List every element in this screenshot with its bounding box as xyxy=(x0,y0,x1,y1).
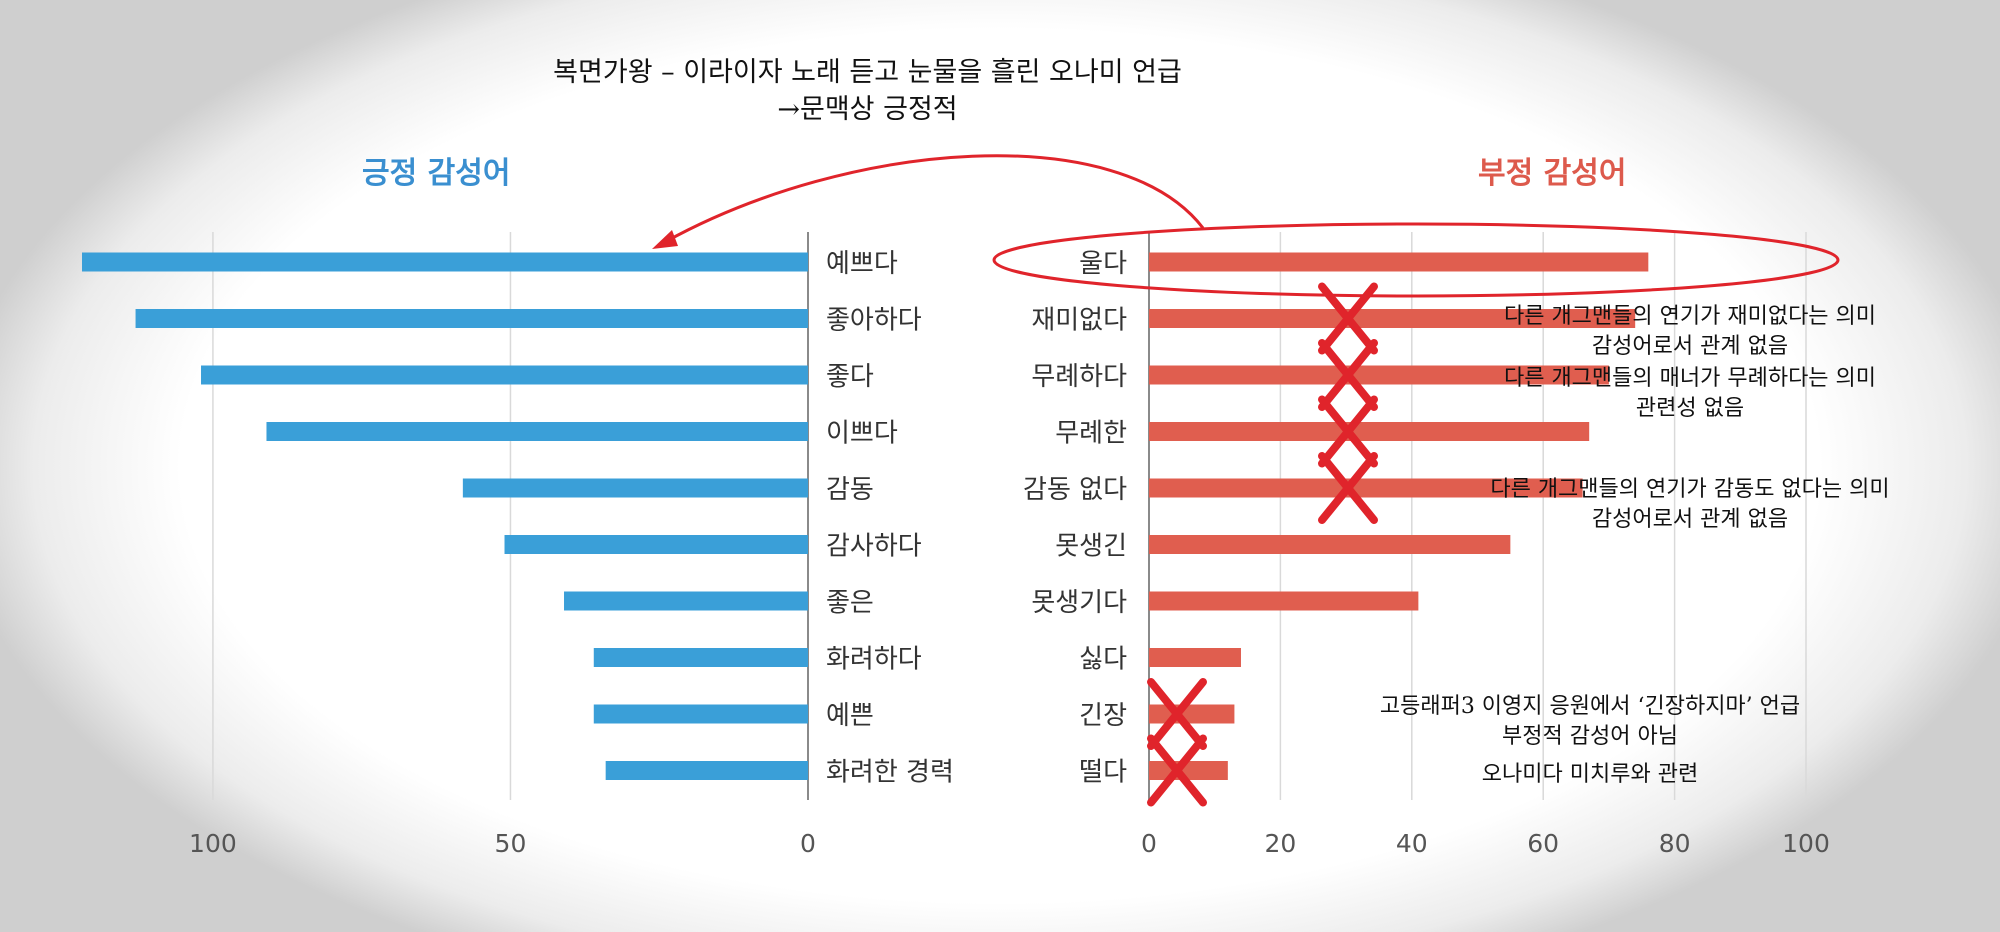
arrow-head xyxy=(652,230,678,249)
negative-category-label-10: 떨다 xyxy=(1079,758,1127,788)
note-gamdong-eopda-line-1: 다른 개그맨들의 연기가 감동도 없다는 의미 xyxy=(1490,477,1890,502)
cross-mark-5-b xyxy=(1147,678,1207,750)
positive-tick-label-0: 0 xyxy=(800,829,816,858)
positive-bar-3 xyxy=(201,365,809,385)
positive-bar-2 xyxy=(135,309,808,328)
note-muryehada-line-2: 관련성 없음 xyxy=(1635,396,1745,421)
positive-category-label-8: 화려하다 xyxy=(826,645,922,675)
negative-tick-label-80: 80 xyxy=(1659,829,1691,858)
note-jaemieopda-line-2: 감성어로서 관계 없음 xyxy=(1591,334,1789,359)
note-tteolda: 오나미다 미치루와 관련 xyxy=(1380,760,1800,790)
cross-mark-3-b xyxy=(1318,395,1378,468)
positive-category-label-7: 좋은 xyxy=(826,588,874,618)
arrow-curve xyxy=(664,154,1205,244)
negative-tick-label-0: 0 xyxy=(1141,829,1157,858)
negative-bar-4 xyxy=(1149,422,1590,441)
positive-panel-title: 긍정 감성어 xyxy=(362,156,511,191)
positive-category-label-4: 이쁘다 xyxy=(826,419,898,449)
negative-bar-7 xyxy=(1149,591,1419,611)
negative-category-label-3: 무례하다 xyxy=(1031,362,1127,392)
negative-bar-5 xyxy=(1149,478,1583,498)
caption-line-2: →문맥상 긍정적 xyxy=(777,94,958,125)
note-gamdong-eopda-line-2: 감성어로서 관계 없음 xyxy=(1591,507,1789,532)
negative-bar-1 xyxy=(1149,252,1649,272)
negative-bar-3 xyxy=(1149,365,1609,385)
negative-bar-10 xyxy=(1149,761,1228,780)
negative-panel-title: 부정 감성어 xyxy=(1478,156,1627,191)
note-gamdong-eopda: 다른 개그맨들의 연기가 감동도 없다는 의미 감성어로서 관계 없음 xyxy=(1460,475,1920,535)
note-ginjang: 고등래퍼3 이영지 응원에서 ‘긴장하지마’ 언급 부정적 감성어 아님 xyxy=(1330,692,1850,752)
positive-tick-label-50: 50 xyxy=(495,829,527,858)
negative-tick-label-40: 40 xyxy=(1396,829,1428,858)
negative-bar-9 xyxy=(1149,704,1235,724)
positive-category-label-10: 화려한 경력 xyxy=(826,758,954,788)
negative-bar-2 xyxy=(1149,309,1636,328)
positive-tick-label-100: 100 xyxy=(189,829,237,858)
cross-mark-1-b xyxy=(1318,282,1378,355)
cross-mark-4-b xyxy=(1318,452,1378,524)
positive-bar-7 xyxy=(564,591,808,611)
negative-category-label-7: 못생기다 xyxy=(1031,588,1127,618)
negative-category-label-6: 못생긴 xyxy=(1055,532,1127,562)
negative-category-label-9: 긴장 xyxy=(1079,701,1127,731)
negative-tick-label-20: 20 xyxy=(1264,829,1296,858)
positive-category-label-9: 예쁜 xyxy=(826,701,874,731)
negative-bar-8 xyxy=(1149,648,1241,667)
note-ginjang-line-2: 부정적 감성어 아님 xyxy=(1502,724,1678,749)
note-tteolda-line-1: 오나미다 미치루와 관련 xyxy=(1481,762,1699,787)
positive-category-label-2: 좋아하다 xyxy=(826,306,922,336)
note-muryehada-line-1: 다른 개그맨들의 매너가 무례하다는 의미 xyxy=(1503,366,1877,391)
negative-category-label-1: 울다 xyxy=(1079,249,1127,279)
positive-bar-9 xyxy=(593,704,808,724)
negative-category-label-2: 재미없다 xyxy=(1031,306,1127,336)
note-jaemieopda: 다른 개그맨들의 연기가 재미없다는 의미 감성어로서 관계 없음 xyxy=(1480,302,1900,362)
negative-category-label-4: 무례한 xyxy=(1055,419,1127,449)
positive-category-label-5: 감동 xyxy=(826,475,874,505)
highlight-ellipse xyxy=(992,222,1840,298)
positive-category-label-3: 좋다 xyxy=(826,362,874,392)
negative-tick-label-100: 100 xyxy=(1782,829,1830,858)
negative-category-label-8: 싫다 xyxy=(1079,645,1127,675)
positive-bar-8 xyxy=(593,648,808,667)
note-ginjang-line-1: 고등래퍼3 이영지 응원에서 ‘긴장하지마’ 언급 xyxy=(1379,694,1801,719)
positive-bar-6 xyxy=(504,535,808,554)
cross-mark-2-b xyxy=(1318,339,1378,411)
negative-tick-label-60: 60 xyxy=(1527,829,1559,858)
positive-bar-4 xyxy=(266,422,808,441)
negative-category-label-5: 감동 없다 xyxy=(1023,475,1127,505)
note-muryehada: 다른 개그맨들의 매너가 무례하다는 의미 관련성 없음 xyxy=(1480,364,1900,424)
positive-category-label-6: 감사하다 xyxy=(826,532,922,562)
caption-line-1: 복면가왕 – 이라이자 노래 듣고 눈물을 흘린 오나미 언급 xyxy=(553,57,1182,88)
negative-bar-6 xyxy=(1149,535,1511,554)
positive-bar-1 xyxy=(82,252,808,272)
positive-bar-10 xyxy=(605,761,808,780)
note-jaemieopda-line-1: 다른 개그맨들의 연기가 재미없다는 의미 xyxy=(1503,304,1877,329)
positive-bar-5 xyxy=(462,478,808,498)
cross-mark-6-b xyxy=(1147,734,1207,807)
positive-category-label-1: 예쁘다 xyxy=(826,249,898,279)
